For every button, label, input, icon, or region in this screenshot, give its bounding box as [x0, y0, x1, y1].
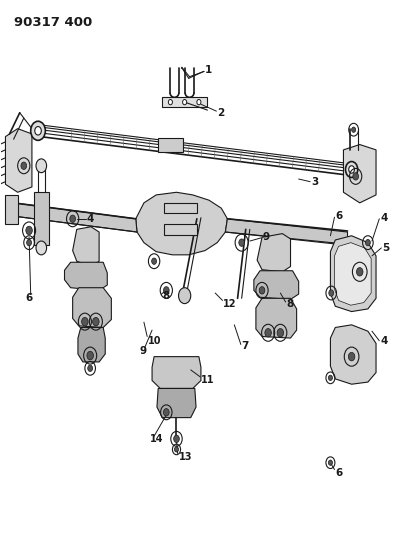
- Circle shape: [70, 215, 75, 222]
- Text: 13: 13: [178, 453, 191, 463]
- Text: 10: 10: [148, 336, 161, 346]
- Text: 90317 400: 90317 400: [13, 16, 92, 29]
- Circle shape: [173, 435, 179, 442]
- Polygon shape: [5, 195, 18, 224]
- Polygon shape: [34, 192, 49, 245]
- Circle shape: [276, 328, 283, 337]
- Text: 2: 2: [217, 108, 224, 118]
- Circle shape: [355, 268, 362, 276]
- Polygon shape: [225, 219, 347, 245]
- Circle shape: [92, 317, 99, 326]
- Polygon shape: [78, 327, 105, 362]
- Circle shape: [264, 328, 271, 337]
- Circle shape: [36, 159, 47, 173]
- Polygon shape: [152, 357, 200, 389]
- Circle shape: [26, 226, 32, 235]
- Circle shape: [88, 365, 92, 372]
- Circle shape: [35, 126, 41, 135]
- Text: 5: 5: [381, 243, 389, 253]
- Circle shape: [31, 121, 45, 140]
- Text: 6: 6: [26, 293, 33, 303]
- Polygon shape: [343, 144, 375, 203]
- Circle shape: [196, 100, 200, 105]
- Text: 8: 8: [162, 290, 169, 301]
- Polygon shape: [256, 233, 290, 272]
- Polygon shape: [157, 389, 196, 418]
- Circle shape: [21, 162, 27, 169]
- Text: 4: 4: [379, 336, 387, 346]
- Circle shape: [178, 288, 190, 304]
- Circle shape: [163, 287, 169, 294]
- Polygon shape: [164, 203, 196, 214]
- Polygon shape: [330, 325, 375, 384]
- Polygon shape: [253, 271, 298, 300]
- Polygon shape: [72, 227, 99, 266]
- Circle shape: [328, 460, 332, 465]
- Circle shape: [352, 173, 357, 180]
- Polygon shape: [164, 224, 196, 235]
- Polygon shape: [135, 192, 227, 255]
- Polygon shape: [13, 203, 137, 232]
- Circle shape: [168, 100, 172, 105]
- Circle shape: [258, 287, 264, 294]
- Text: 8: 8: [286, 298, 293, 309]
- Circle shape: [351, 127, 355, 132]
- Polygon shape: [330, 236, 375, 312]
- Polygon shape: [158, 138, 182, 152]
- Circle shape: [328, 290, 333, 296]
- Text: 9: 9: [139, 346, 146, 357]
- Circle shape: [27, 239, 31, 246]
- Circle shape: [163, 409, 169, 416]
- Circle shape: [81, 317, 88, 326]
- Text: 6: 6: [335, 211, 342, 221]
- Circle shape: [87, 351, 93, 360]
- Circle shape: [182, 100, 186, 105]
- Polygon shape: [5, 128, 32, 192]
- Circle shape: [238, 239, 244, 246]
- Text: 4: 4: [87, 214, 94, 224]
- Text: 12: 12: [223, 298, 236, 309]
- Text: 6: 6: [335, 469, 342, 478]
- Text: 4: 4: [379, 213, 387, 223]
- Polygon shape: [255, 298, 296, 338]
- Text: 1: 1: [204, 66, 212, 75]
- Text: 9: 9: [261, 232, 268, 243]
- Polygon shape: [72, 288, 111, 327]
- Circle shape: [174, 447, 178, 452]
- Polygon shape: [162, 97, 207, 108]
- Text: 11: 11: [200, 375, 214, 385]
- Polygon shape: [334, 243, 370, 305]
- Circle shape: [328, 375, 332, 381]
- Text: 7: 7: [241, 341, 248, 351]
- Circle shape: [348, 166, 354, 173]
- Circle shape: [364, 239, 369, 246]
- Text: 14: 14: [150, 434, 163, 444]
- Circle shape: [345, 161, 357, 177]
- Circle shape: [151, 258, 156, 264]
- Circle shape: [348, 352, 354, 361]
- Polygon shape: [64, 262, 107, 290]
- Text: 3: 3: [310, 176, 317, 187]
- Circle shape: [36, 241, 47, 255]
